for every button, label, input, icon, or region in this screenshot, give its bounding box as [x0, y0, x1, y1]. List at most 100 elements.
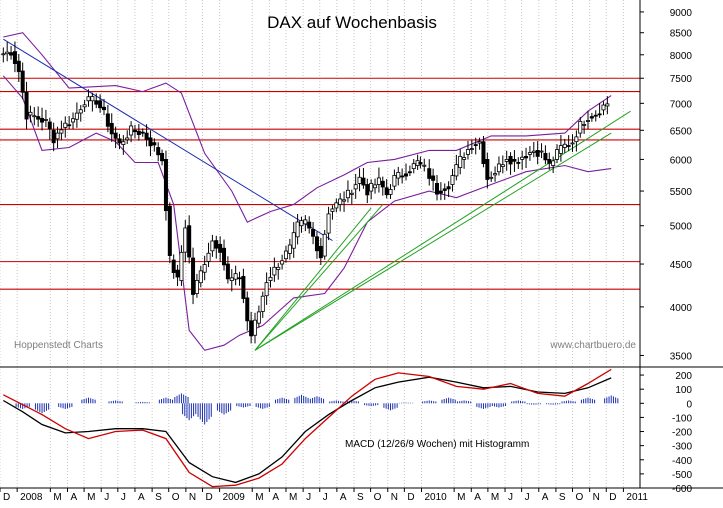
grid-layer: [0, 0, 624, 488]
x-tick-label: M: [457, 492, 465, 503]
macd-tick-label: 0: [686, 399, 692, 410]
x-tick-label: M: [87, 492, 95, 503]
candle-body: [105, 113, 110, 127]
bollinger-upper-line: [3, 32, 612, 223]
price-tick-label: 5000: [670, 222, 693, 233]
candle-body: [496, 163, 501, 173]
x-tick-label: A: [542, 492, 549, 503]
candle-body: [113, 132, 118, 139]
uptrend-trendline: [254, 132, 612, 351]
candle-body: [156, 147, 161, 156]
candle-body: [287, 244, 292, 254]
x-tick-label: A: [340, 492, 347, 503]
candle-body: [167, 205, 172, 256]
price-tick-label: 6000: [670, 155, 693, 166]
x-tick-label: D: [609, 492, 616, 503]
candle-body: [388, 189, 393, 195]
candle-body: [237, 277, 242, 280]
candle-body: [605, 103, 610, 107]
x-tick-label: N: [593, 492, 600, 503]
x-tick-label: O: [576, 492, 584, 503]
candle-body: [241, 275, 246, 299]
x-tick-label: D: [3, 492, 10, 503]
uptrend-trendline: [254, 204, 384, 351]
macd-tick-label: -200: [672, 428, 692, 439]
candle-body: [299, 220, 304, 227]
candle-body: [446, 186, 451, 190]
candle-body: [283, 250, 288, 260]
candle-body: [438, 190, 443, 194]
candle-body: [582, 123, 587, 126]
bollinger-lower-line: [2, 75, 612, 351]
candle-body: [524, 155, 529, 159]
x-tick-label: N: [189, 492, 196, 503]
candle-body: [144, 132, 149, 140]
macd-label: MACD (12/26/9 Wochen) mit Histogramm: [345, 439, 529, 450]
candle-body: [422, 164, 427, 167]
macd-tick-label: -600: [672, 484, 692, 495]
macd-tick-label: -100: [672, 413, 692, 424]
chart-title: DAX auf Wochenbasis: [267, 13, 437, 32]
uptrend-trendline: [254, 207, 372, 351]
candle-body: [16, 60, 21, 72]
candle-body: [129, 125, 134, 136]
x-tick-label: 2011: [626, 492, 648, 503]
candle-body: [303, 219, 308, 225]
macd-macd-line: [2, 376, 612, 484]
candle-body: [593, 114, 598, 117]
candle-body: [318, 245, 323, 259]
x-tick-label: M: [491, 492, 499, 503]
candle-body: [454, 164, 459, 177]
candle-body: [272, 266, 277, 276]
macd-tick-label: -400: [672, 456, 692, 467]
candle-body: [74, 112, 79, 120]
candle-body: [40, 117, 45, 123]
candle-body: [597, 113, 602, 116]
candle-body: [400, 175, 405, 178]
candle-body: [504, 159, 509, 162]
candle-body: [485, 159, 490, 180]
bollinger-bands: [2, 32, 612, 351]
candle-body: [578, 120, 583, 134]
candle-body: [527, 152, 532, 155]
candle-body: [82, 104, 87, 108]
candle-body: [489, 176, 494, 179]
candle-body: [160, 152, 165, 162]
candle-body: [500, 164, 505, 167]
candle-body: [98, 100, 103, 109]
x-tick-label: O: [172, 492, 180, 503]
candle-body: [473, 144, 478, 146]
x-tick-label: J: [104, 492, 109, 503]
candle-body: [32, 115, 37, 118]
x-tick-label: J: [508, 492, 513, 503]
candle-body: [117, 138, 122, 144]
candle-body: [442, 188, 447, 191]
candle-body: [125, 137, 130, 141]
candle-body: [307, 221, 312, 229]
candle-body: [311, 228, 316, 237]
uptrend-trendline: [254, 110, 631, 351]
x-tick-label: M: [255, 492, 263, 503]
candle-body: [90, 96, 95, 102]
trendlines: [3, 38, 631, 351]
price-tick-label: 4000: [670, 303, 693, 314]
candle-body: [342, 199, 347, 202]
macd-panel: [2, 368, 619, 488]
candle-body: [78, 109, 83, 114]
candle-body: [508, 155, 513, 165]
candle-body: [380, 180, 385, 188]
candle-body: [59, 129, 64, 134]
x-tick-label: S: [357, 492, 364, 503]
candle-body: [376, 177, 381, 185]
candle-body: [268, 276, 273, 281]
candle-body: [225, 263, 230, 280]
x-tick-label: A: [272, 492, 279, 503]
candle-body: [404, 173, 409, 177]
x-tick-label: M: [53, 492, 61, 503]
candle-body: [20, 70, 25, 93]
macd-tick-label: 200: [675, 371, 692, 382]
source-left-label: Hoppenstedt Charts: [14, 340, 103, 351]
candle-body: [276, 266, 281, 270]
candle-body: [86, 96, 91, 102]
